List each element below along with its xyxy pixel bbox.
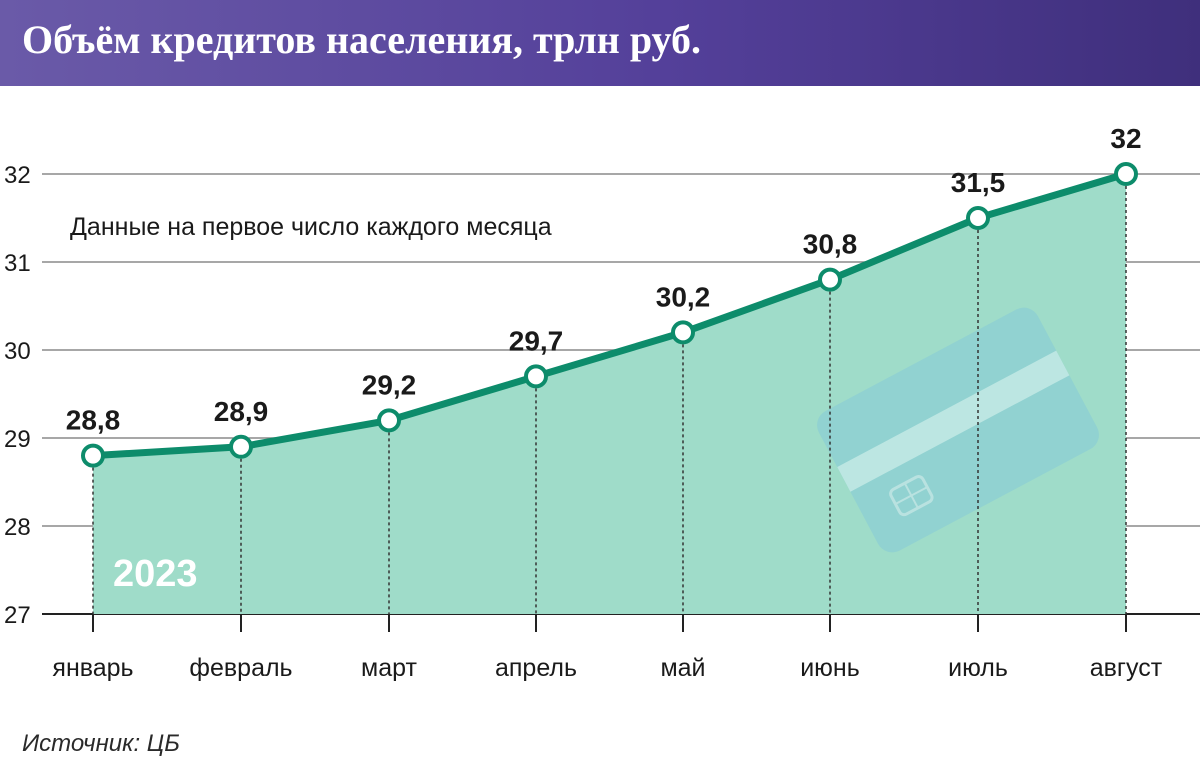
y-tick-label: 29 <box>4 426 31 453</box>
y-tick-label: 31 <box>4 250 31 277</box>
x-tick-label: апрель <box>495 654 577 682</box>
chart-subtitle: Данные на первое число каждого месяца <box>70 213 552 241</box>
source-note: Источник: ЦБ <box>22 730 180 757</box>
y-tick-label: 27 <box>4 602 31 629</box>
x-tick-label: январь <box>52 654 133 682</box>
x-tick-label: август <box>1090 654 1163 682</box>
data-point <box>229 434 253 459</box>
y-tick-label: 30 <box>4 338 31 365</box>
data-label: 29,7 <box>509 325 564 356</box>
data-label: 30,2 <box>656 281 711 312</box>
series-line <box>89 170 1130 460</box>
data-point <box>671 320 695 345</box>
x-tick-label: май <box>660 654 705 682</box>
year-label: 2023 <box>113 553 198 595</box>
data-label: 31,5 <box>951 167 1006 198</box>
data-point <box>524 364 548 389</box>
line-area-chart: 27 28 29 30 31 32 28,8 28,9 29,2 29,7 30,2 30,8 31,… <box>4 123 1200 682</box>
x-tick-label: март <box>361 654 417 682</box>
x-tick-label: июнь <box>800 654 860 682</box>
data-label: 32 <box>1110 123 1141 154</box>
data-label: 28,8 <box>66 405 121 436</box>
credit-card-icon <box>817 307 1099 553</box>
data-point <box>818 267 842 292</box>
data-point <box>377 408 401 433</box>
data-point <box>966 206 990 230</box>
y-tick-label: 28 <box>4 514 31 541</box>
data-point <box>81 443 105 468</box>
x-tick-label: февраль <box>189 654 292 682</box>
chart-header: Объём кредитов населения, трлн руб. <box>0 0 1200 86</box>
data-label: 29,2 <box>362 369 417 400</box>
y-tick-label: 32 <box>4 162 31 189</box>
chart-title: Объём кредитов населения, трлн руб. <box>22 17 702 62</box>
data-label: 28,9 <box>214 396 269 427</box>
data-label: 30,8 <box>803 229 858 260</box>
data-point <box>1114 162 1138 186</box>
x-tick-label: июль <box>948 654 1008 682</box>
